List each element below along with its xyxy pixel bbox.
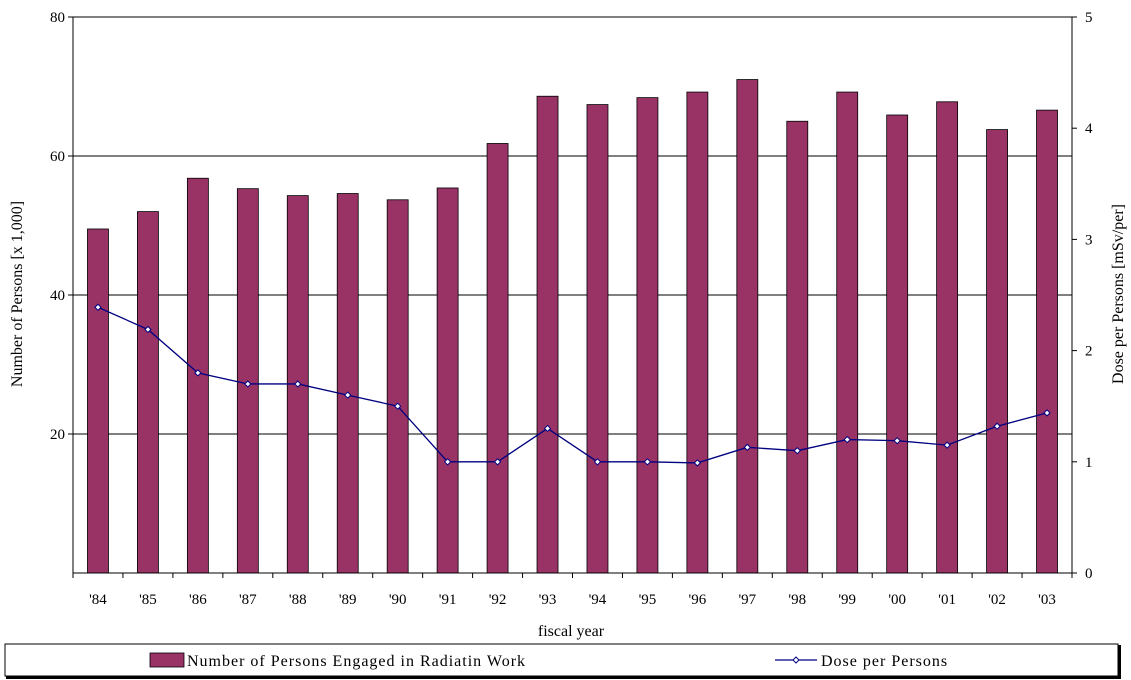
x-tick-label: '84 (89, 592, 107, 608)
line-point (493, 458, 502, 466)
line-point (993, 422, 1001, 430)
bar (436, 187, 459, 574)
x-tick-label: '97 (738, 592, 756, 608)
bar (686, 91, 709, 574)
x-tick-label: '91 (439, 592, 457, 608)
line-point (94, 303, 102, 311)
legend-line-marker (792, 656, 800, 664)
right-y-axis-title: Dose per Persons [mSv/per] (1110, 204, 1127, 384)
dose-line (97, 306, 1048, 464)
x-tick-label: '99 (838, 592, 856, 608)
x-tick-label: '92 (489, 592, 507, 608)
x-tick-label: '90 (389, 592, 407, 608)
x-tick-label: '89 (339, 592, 357, 608)
bar (586, 104, 609, 574)
left-tick-label: 40 (50, 288, 65, 304)
line-point (344, 391, 352, 399)
bar (936, 101, 959, 574)
bar (87, 228, 109, 574)
bar (486, 143, 509, 574)
x-tick-label: '03 (1038, 592, 1056, 608)
bar (886, 114, 909, 574)
line-point (943, 441, 951, 449)
gridlines (73, 16, 1072, 435)
line-point (893, 436, 901, 445)
bar (536, 95, 559, 574)
bar (636, 97, 659, 574)
line-point (693, 459, 702, 467)
left-y-axis-ticks: 20 40 60 80 (50, 10, 73, 443)
legend-bar-label: Number of Persons Engaged in Radiatin Wo… (187, 653, 526, 670)
line-series (94, 303, 1051, 467)
bar (386, 199, 409, 574)
x-tick-label: '93 (539, 592, 557, 608)
bar (786, 120, 809, 574)
left-tick-label: 20 (50, 427, 65, 443)
bar (336, 193, 359, 574)
x-tick-label: '96 (689, 592, 707, 608)
line-point (743, 443, 752, 452)
bar (1036, 109, 1058, 574)
bar (736, 79, 759, 574)
x-tick-label: '95 (639, 592, 657, 608)
line-point (144, 325, 152, 334)
line-point (793, 446, 801, 455)
bar (986, 129, 1008, 574)
right-tick-label: 0 (1085, 566, 1093, 582)
legend-line-label: Dose per Persons (821, 653, 948, 670)
bar (137, 211, 159, 574)
bar-series (87, 79, 1058, 574)
line-point (593, 458, 602, 466)
right-tick-label: 1 (1085, 455, 1093, 471)
line-point (643, 458, 652, 466)
right-tick-label: 3 (1085, 232, 1093, 248)
right-y-axis-ticks: 0 1 2 3 4 5 (1072, 10, 1093, 582)
x-axis-title: fiscal year (538, 623, 605, 640)
line-point (843, 435, 851, 444)
line-point (244, 380, 252, 388)
line-point (294, 380, 302, 388)
x-tick-label: '88 (289, 592, 307, 608)
x-tick-label: '87 (239, 592, 257, 608)
right-tick-label: 5 (1085, 10, 1093, 26)
line-point (194, 369, 202, 377)
legend-bar-swatch (149, 652, 185, 668)
line-point (443, 458, 452, 466)
x-tick-label: '86 (189, 592, 207, 608)
x-tick-label: '98 (788, 592, 806, 608)
left-tick-label: 80 (50, 10, 65, 26)
right-tick-label: 2 (1085, 344, 1093, 360)
bar (836, 91, 859, 574)
right-tick-label: 4 (1085, 121, 1093, 137)
legend: Number of Persons Engaged in Radiatin Wo… (4, 643, 1121, 679)
x-tick-label: '94 (589, 592, 607, 608)
line-point (393, 402, 402, 410)
left-y-axis-title: Number of Persons [x 1,000] (9, 201, 26, 387)
x-axis-ticks: '84 '85 '86 '87 '88 '89 '90 '91 '92 '93 '94 '95 '96 '… (72, 573, 1073, 608)
x-tick-label: '02 (988, 592, 1006, 608)
x-tick-label: '00 (888, 592, 906, 608)
line-point (1043, 409, 1051, 417)
x-tick-label: '01 (938, 592, 956, 608)
x-tick-label: '85 (139, 592, 157, 608)
left-tick-label: 60 (50, 149, 65, 165)
line-point (543, 424, 552, 433)
